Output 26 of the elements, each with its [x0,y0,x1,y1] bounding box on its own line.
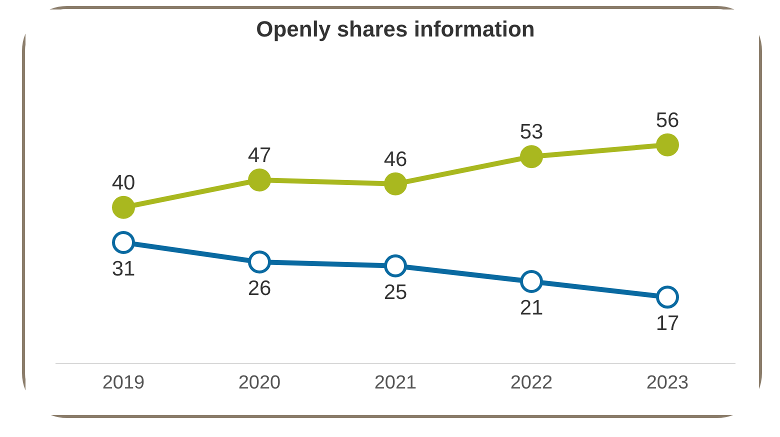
point [384,254,407,278]
point [112,196,135,219]
x-tick-label: 2022 [510,372,553,394]
point [520,145,543,168]
point [656,286,679,309]
point [248,250,271,274]
point [520,270,543,293]
data-label: 25 [384,280,408,304]
point [384,172,407,196]
data-label: 53 [520,120,544,144]
x-tick-label: 2019 [102,372,145,394]
data-label: 47 [248,144,272,168]
data-label: 40 [112,171,136,194]
point [248,168,271,192]
x-tick-label: 2023 [646,372,689,394]
x-tick-label: 2021 [374,372,417,394]
point [112,231,135,254]
data-label: 26 [248,277,272,300]
data-label: 17 [656,312,680,336]
x-tick-label: 2020 [238,372,281,394]
chart-title: Openly shares information [256,16,535,42]
data-label: 31 [112,257,136,280]
data-label: 46 [384,148,408,171]
data-label: 21 [520,296,544,320]
data-label: 56 [656,108,680,132]
point [656,133,679,156]
